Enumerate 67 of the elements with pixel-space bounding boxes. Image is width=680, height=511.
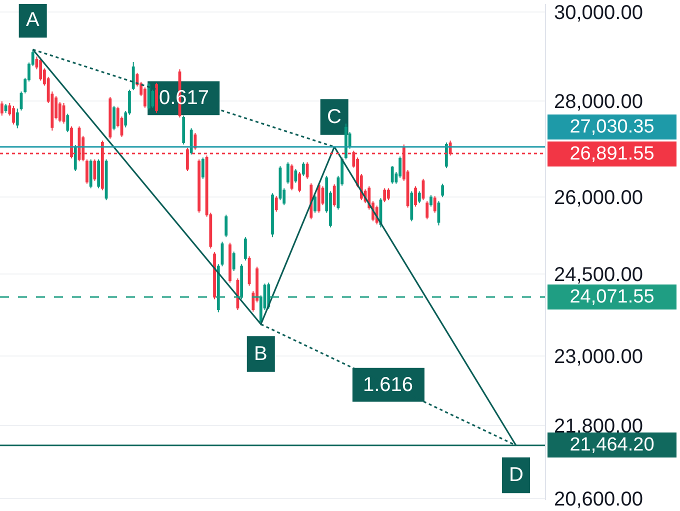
candlestick xyxy=(190,128,193,156)
ref-line-label: 26,891.55 xyxy=(570,144,654,164)
annotation: B xyxy=(254,343,268,365)
y-tick-label: 21,800.00 xyxy=(554,415,643,438)
candlestick xyxy=(198,158,201,214)
candlestick xyxy=(418,190,421,204)
candlestick xyxy=(224,214,228,238)
y-tick-label: 23,000.00 xyxy=(554,346,643,368)
candlestick xyxy=(286,162,290,184)
candlestick xyxy=(433,196,436,214)
y-tick-label: 20,600.00 xyxy=(554,488,643,511)
candlestick xyxy=(244,236,247,261)
candlestick xyxy=(132,62,135,91)
candlestick xyxy=(0,100,4,116)
candlestick xyxy=(302,162,305,176)
candlestick xyxy=(444,142,448,169)
ref-line-label: 27,030.35 xyxy=(570,116,654,138)
candlestick xyxy=(314,194,316,214)
candlestick xyxy=(182,115,186,145)
candlestick xyxy=(74,144,77,172)
y-tick-label: 24,500.00 xyxy=(554,264,643,286)
y-tick-label: 28,000.00 xyxy=(554,91,643,114)
candlestick xyxy=(216,264,220,313)
candlestick xyxy=(383,188,386,203)
candlestick xyxy=(62,102,66,124)
candlestick xyxy=(306,162,309,180)
ref-line-label: 24,071.55 xyxy=(570,286,654,308)
candlestick xyxy=(426,200,429,220)
candlestick xyxy=(66,113,70,133)
annotation: A xyxy=(26,9,40,31)
candlestick xyxy=(12,105,15,126)
candlestick xyxy=(274,196,278,212)
annotation: C xyxy=(327,106,342,128)
candlestick xyxy=(437,200,440,226)
candlestick xyxy=(112,105,116,131)
annotation: 1.616 xyxy=(363,374,414,396)
candlestick xyxy=(213,252,216,300)
candlestick xyxy=(271,192,274,238)
candlestick xyxy=(298,172,301,193)
candlestick xyxy=(414,186,417,208)
annotation: D xyxy=(509,464,524,486)
candlestick xyxy=(332,184,336,208)
ref-line-label: 21,464.20 xyxy=(570,434,654,456)
candlestick xyxy=(16,108,19,129)
candlestick xyxy=(89,158,92,189)
candlestick xyxy=(155,82,158,114)
candlestick xyxy=(290,164,294,191)
candlestick xyxy=(201,156,204,180)
candlestick xyxy=(4,103,8,114)
candlestick xyxy=(228,242,232,284)
candlestick xyxy=(344,123,348,160)
candlestick xyxy=(390,166,394,184)
candlestick xyxy=(108,96,112,140)
candlestick xyxy=(147,82,150,110)
y-tick-label: 30,000.00 xyxy=(554,2,643,24)
y-tick-label: 26,000.00 xyxy=(554,187,643,210)
candlestick xyxy=(240,264,244,300)
candlestick xyxy=(441,183,444,198)
candlestick xyxy=(410,190,414,222)
candlestick xyxy=(430,194,432,208)
candlestick xyxy=(294,168,298,184)
candlestick xyxy=(97,158,100,189)
candlestick xyxy=(86,158,88,184)
candlestick xyxy=(387,188,390,201)
candlestick xyxy=(232,251,236,272)
candlestick xyxy=(39,57,42,82)
candlestick xyxy=(248,256,251,286)
